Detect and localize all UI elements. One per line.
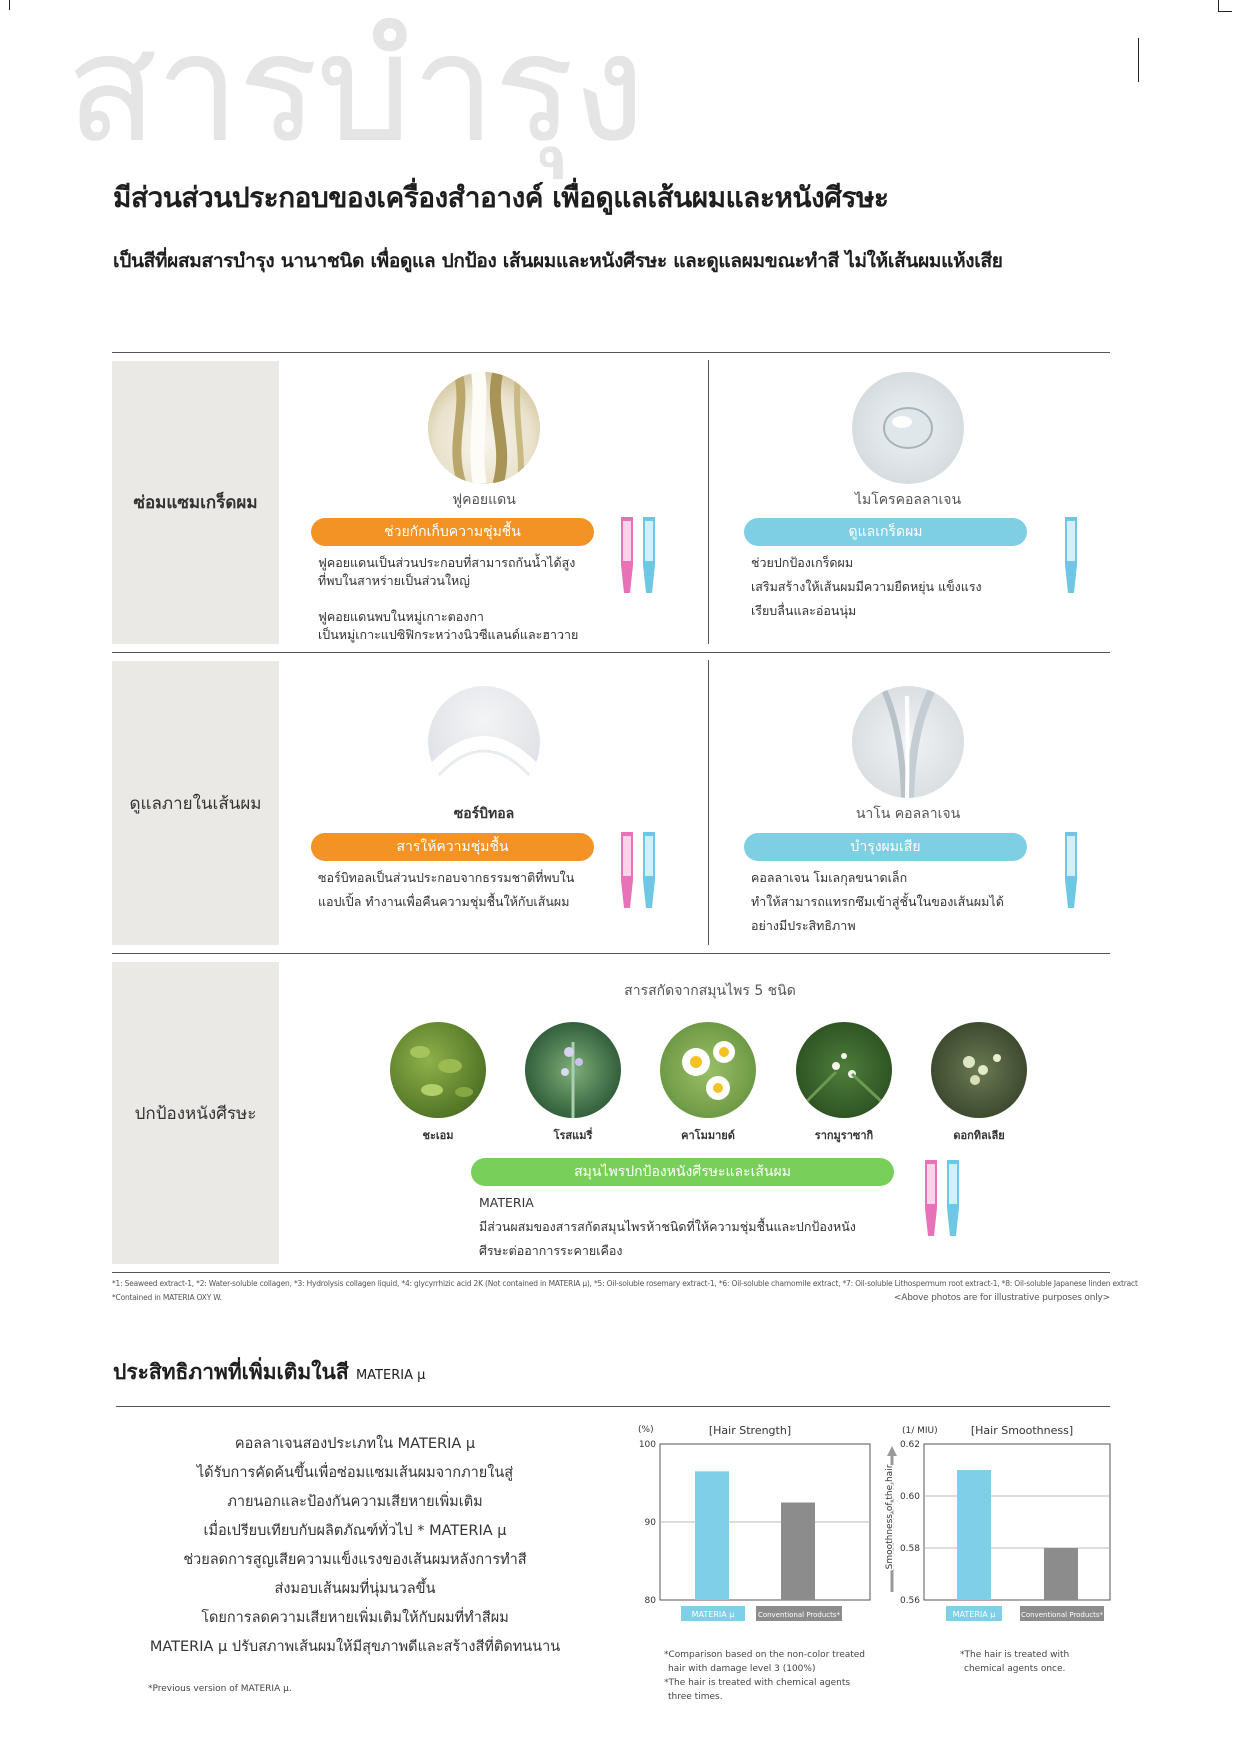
benefit-pill-cuticle-care: ดูแลเกร็ดผม: [744, 518, 1027, 546]
chart1-notes: *Comparison based on the non-color treat…: [664, 1650, 866, 1702]
chart2-unit: (1/ MIU): [902, 1426, 938, 1436]
tube-icons-row1-left: [620, 517, 656, 597]
chart2-tick-056: 0.56: [900, 1596, 920, 1606]
ingredient-name-sorbitol: ซอร์บิทอล: [453, 806, 515, 822]
nano-collagen-description: คอลลาเจน โมเลกุลขนาดเล็ก ทำให้สามารถแทรก…: [751, 870, 1004, 933]
chart2-label-materia: MATERIA μ: [953, 1610, 996, 1619]
herb-name-linden-flower: ดอกทิลเลีย: [953, 1129, 1005, 1142]
chart2-tick-062: 0.62: [900, 1440, 920, 1450]
tube-icon-row2-right: [1064, 832, 1078, 912]
chart1-label-conventional: Conventional Products*: [758, 1611, 841, 1619]
tube-icons-row2-left: [620, 832, 656, 912]
chart2-axis-label: Smoothness of the hair: [885, 1464, 895, 1569]
hair-strength-chart: 100 90 80 MATERIA μ Conventional Product…: [639, 1440, 871, 1621]
chart1-tick-90: 90: [645, 1518, 657, 1528]
chamomile-photo: [660, 1022, 756, 1118]
sorbitol-description: ซอร์บิทอลเป็นส่วนประกอบจากธรรมชาติที่พบใ…: [318, 870, 575, 909]
herb-name-murasaki-root: รากมูราซากิ: [814, 1129, 874, 1142]
herb-name-licorice: ชะเอม: [422, 1129, 454, 1142]
section2-footnote: *Previous version of MATERIA μ.: [148, 1684, 292, 1694]
column-divider-1: [708, 360, 709, 644]
chart2-bar-conventional: [1044, 1548, 1078, 1600]
table-bottom-rule: [112, 1272, 1110, 1273]
tube-icons-row3: [924, 1160, 960, 1240]
herbs-description: MATERIA มีส่วนผสมของสารสกัดสมุนไพรห้าชนิ…: [479, 1195, 856, 1258]
ingredient-name-nano-collagen: นาโน คอลลาเจน: [855, 806, 961, 822]
nano-collagen-photo: [852, 686, 964, 798]
tube-icon-row1-right: [1064, 517, 1078, 597]
micro-collagen-photo: [852, 372, 964, 484]
chart2-tick-058: 0.58: [900, 1544, 920, 1554]
ingredient-footnotes: *1: Seaweed extract-1, *2: Water-soluble…: [112, 1279, 1138, 1288]
ingredient-name-fucoidan: ฟูคอยแดน: [452, 492, 516, 508]
ingredient-name-micro-collagen: ไมโครคอลลาเจน: [854, 492, 962, 508]
chart2-notes: *The hair is treated with chemical agent…: [960, 1650, 1070, 1674]
murasaki-root-photo: [796, 1022, 892, 1118]
crop-mark-right: [1138, 38, 1139, 82]
chart1-unit: (%): [638, 1425, 654, 1435]
benefit-pill-damaged-hair: บำรุงผมเสีย: [744, 833, 1027, 861]
linden-flower-photo: [931, 1022, 1027, 1118]
chart1-tick-80: 80: [645, 1596, 657, 1606]
row-divider-2: [112, 953, 1110, 954]
micro-collagen-description: ช่วยปกป้องเกร็ดผม เสริมสร้างให้เส้นผมมีค…: [751, 555, 982, 618]
chart2-tick-060: 0.60: [900, 1492, 920, 1502]
table-top-rule: [112, 352, 1110, 353]
chart1-title: [Hair Strength]: [708, 1424, 792, 1437]
section2-title: ประสิทธิภาพที่เพิ่มเติมในสี MATERIA μ: [113, 1360, 426, 1384]
subheadline: เป็นสีที่ผสมสารบำรุง นานาชนิด เพื่อดูแล …: [113, 250, 1003, 272]
fucoidan-photo: [428, 372, 540, 484]
chart1-bar-conventional: [781, 1502, 815, 1600]
crop-mark-top-left: [0, 0, 10, 10]
benefit-pill-moisture-retention: ช่วยกักเก็บความชุ่มชื้น: [311, 518, 594, 546]
chart2-bar-materia: [957, 1470, 991, 1600]
herb-name-chamomile: คาโมมายด์: [681, 1129, 735, 1142]
benefit-pill-scalp-protection: สมุนไพรปกป้องหนังศีรษะและเส้นผม: [471, 1158, 894, 1186]
chart2-label-conventional: Conventional Products*: [1021, 1611, 1104, 1619]
herb-name-rosemary: โรสแมรี่: [553, 1129, 593, 1142]
row-label-scalp-protection: ปกป้องหนังศีรษะ: [112, 962, 279, 1264]
licorice-photo: [390, 1022, 486, 1118]
row-label-cuticle-repair: ซ่อมแซมเกร็ดผม: [112, 361, 279, 644]
row-divider-1: [112, 652, 1110, 653]
fucoidan-description: ฟูคอยแดนเป็นส่วนประกอบที่สามารถกันน้ำได้…: [318, 555, 579, 642]
row-label-inner-hair-care: ดูแลภายในเส้นผม: [112, 661, 279, 945]
chart1-label-materia: MATERIA μ: [692, 1610, 735, 1619]
headline: มีส่วนส่วนประกอบของเครื่องสำอางค์ เพื่อด…: [113, 181, 889, 214]
hair-smoothness-chart: 0.62 0.60 0.58 0.56 Smoothness of the ha…: [884, 1440, 1111, 1621]
column-divider-2: [708, 660, 709, 945]
photos-disclaimer: <Above photos are for illustrative purpo…: [893, 1293, 1110, 1303]
chart2-title: [Hair Smoothness]: [970, 1424, 1074, 1437]
section2-rule: [116, 1406, 1110, 1407]
benefit-pill-moisturizer: สารให้ความชุ่มชื้น: [311, 833, 594, 861]
rosemary-photo: [525, 1022, 621, 1118]
section2-body: คอลลาเจนสองประเภทใน MATERIA μ ได้รับการค…: [149, 1436, 561, 1655]
chart1-tick-100: 100: [639, 1440, 656, 1450]
herbs-title: สารสกัดจากสมุนไพร 5 ชนิด: [624, 983, 796, 999]
chart1-bar-materia: [695, 1471, 729, 1600]
sorbitol-photo: [428, 686, 540, 798]
background-title: สารบำรุง: [66, 2, 646, 176]
crop-mark-top-right: [1218, 0, 1232, 12]
oxy-footnote: *Contained in MATERIA OXY W.: [112, 1293, 222, 1302]
